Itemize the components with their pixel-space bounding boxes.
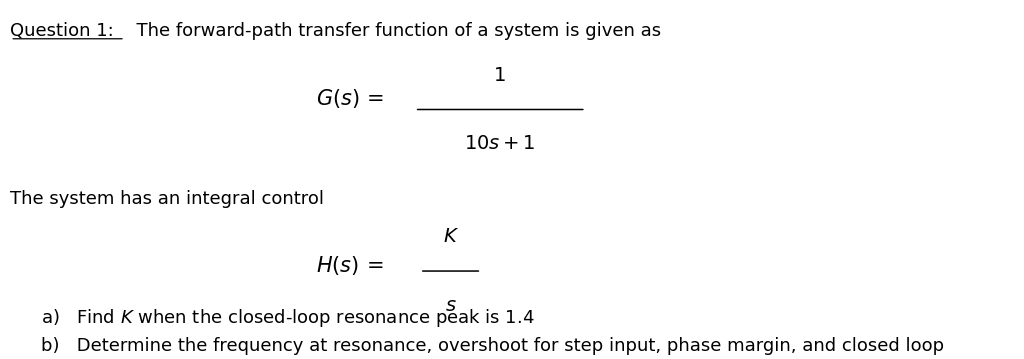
- Text: a)   Find $K$ when the closed-loop resonance peak is 1.4: a) Find $K$ when the closed-loop resonan…: [41, 307, 535, 329]
- Text: 1: 1: [494, 66, 507, 85]
- Text: $G(s)\, =$: $G(s)\, =$: [315, 87, 384, 110]
- Text: The forward-path transfer function of a system is given as: The forward-path transfer function of a …: [125, 22, 662, 39]
- Text: $s$: $s$: [444, 296, 457, 314]
- Text: $10s + 1$: $10s + 1$: [465, 134, 536, 153]
- Text: The system has an integral control: The system has an integral control: [10, 190, 325, 208]
- Text: $H(s)\, =$: $H(s)\, =$: [316, 254, 384, 277]
- Text: Question 1:: Question 1:: [10, 22, 114, 39]
- Text: $K$: $K$: [442, 228, 459, 246]
- Text: b)   Determine the frequency at resonance, overshoot for step input, phase margi: b) Determine the frequency at resonance,…: [41, 337, 944, 355]
